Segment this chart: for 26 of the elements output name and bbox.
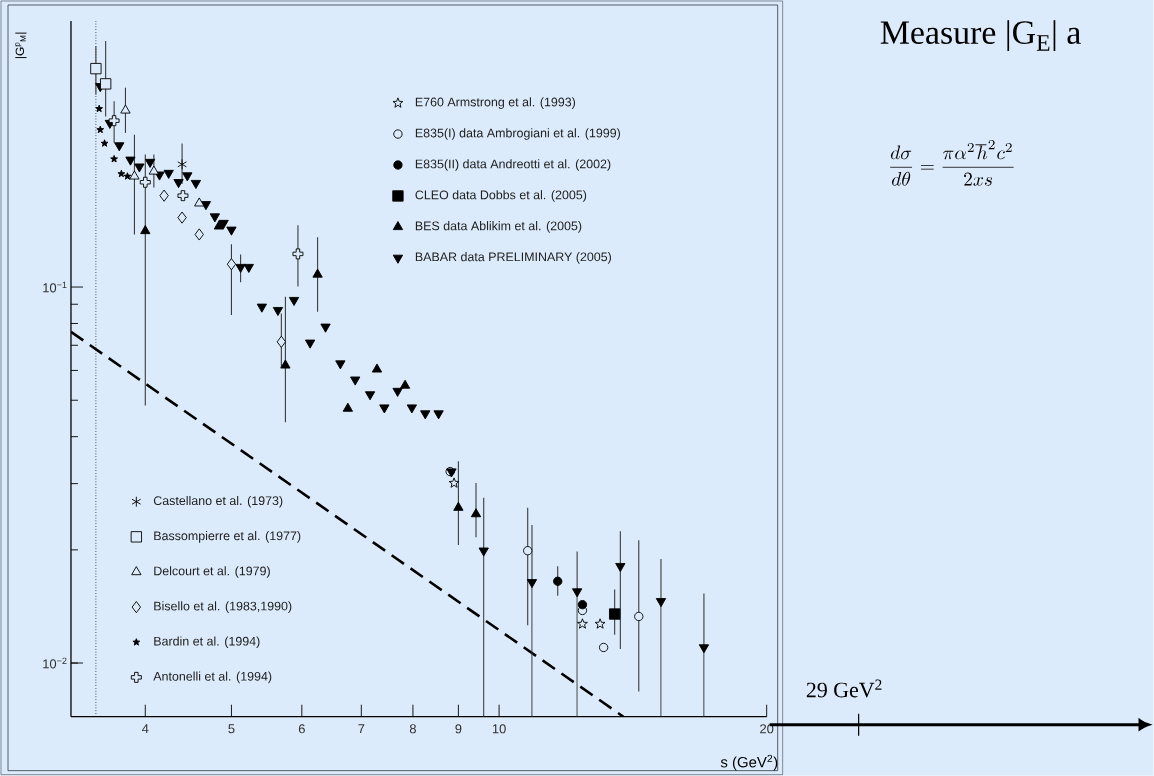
legend-label: CLEO data Dobbs et al. (2005) — [415, 190, 587, 202]
y-axis-title: |G$^{p}$$_{M}$| — [15, 32, 27, 59]
x-tick-label: 4 — [141, 724, 149, 734]
legend-label: Antonelli et al. (1994) — [153, 671, 272, 684]
x-tick-label: 10 — [492, 724, 506, 734]
x-tick-label: 9 — [455, 724, 462, 734]
text: Measure |G$_{E}$| a — [880, 20, 1081, 52]
text: $\frac{d\sigma}{d\theta}=\frac{\pi\alpha^{2}\hbar^{2}c^{2}}{2xs}$ — [890, 140, 1014, 186]
legend-label: Delcourt et al. (1979) — [154, 566, 270, 578]
text: 29 GeV$^{2}$ — [806, 679, 882, 698]
legend-label: E760 Armstrong et al. (1993) — [415, 97, 576, 110]
legend-label: Bassompierre et al. (1977) — [154, 531, 301, 543]
x-tick-label: 8 — [409, 724, 416, 734]
x-axis-title: s (GeV$^{2}$) — [720, 754, 778, 771]
x-tick-label: 5 — [228, 724, 235, 734]
legend-label: Bardin et al. (1994) — [154, 636, 260, 649]
legend-label: Bisello et al. (1983,1990) — [154, 601, 292, 614]
y-tick-label: 10$^{−1}$ — [43, 281, 67, 293]
x-tick-label: 7 — [358, 724, 365, 734]
legend-label: Castellano et al. (1973) — [153, 496, 283, 508]
y-tick-label: 10$^{−2}$ — [43, 657, 67, 669]
legend-label: BABAR data PRELIMINARY (2005) — [415, 252, 612, 264]
x-tick-label: 6 — [298, 724, 305, 734]
legend-label: BES data Ablikim et al. (2005) — [415, 221, 582, 233]
legend-label: E835(I) data Ambrogiani et al. (1999) — [415, 128, 621, 141]
legend-label: E835(II) data Andreotti et al. (2002) — [415, 159, 611, 171]
